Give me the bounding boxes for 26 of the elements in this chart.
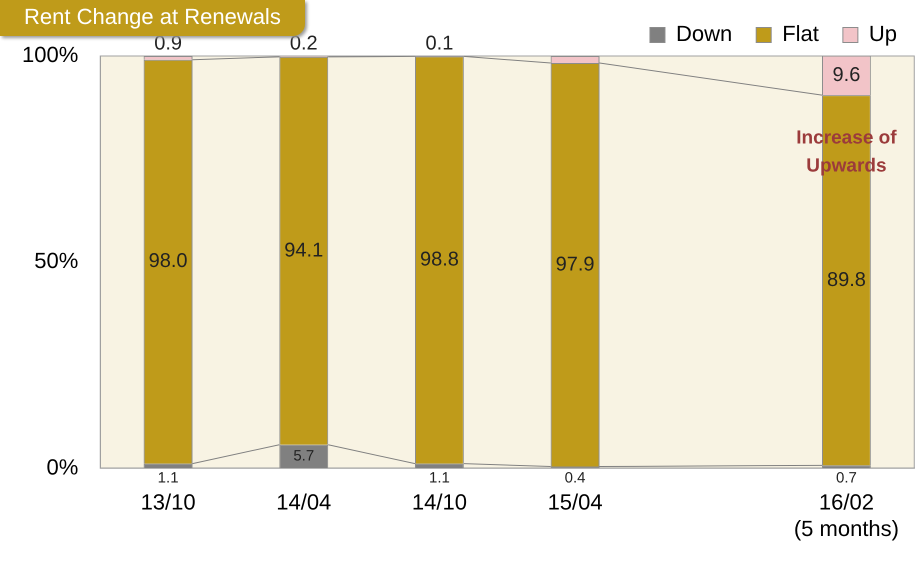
data-label: 0.1 bbox=[426, 32, 454, 55]
data-label: 0.2 bbox=[290, 32, 318, 55]
data-label: 94.1 bbox=[284, 239, 324, 262]
legend-label: Down bbox=[676, 21, 732, 46]
y-tick-label: 100% bbox=[22, 42, 78, 68]
data-label: 97.9 bbox=[556, 253, 595, 276]
x-tick-label: 16/02 (5 months) bbox=[794, 489, 900, 541]
data-label: 1.1 bbox=[429, 469, 450, 486]
x-tick-label: 14/04 bbox=[276, 489, 332, 514]
data-label: 89.8 bbox=[826, 268, 866, 291]
legend-label: Flat bbox=[782, 21, 819, 46]
chart-title: Rent Change at Renewals bbox=[24, 4, 281, 29]
data-label: 98.0 bbox=[148, 250, 188, 272]
data-label: 1.1 bbox=[158, 469, 179, 486]
data-label: 98.8 bbox=[420, 248, 459, 271]
legend-label: Up bbox=[868, 21, 897, 46]
data-label: 0.4 bbox=[564, 469, 586, 486]
x-tick-label: 13/10 bbox=[140, 489, 196, 514]
data-label: 0.7 bbox=[836, 469, 857, 486]
data-label: 9.6 bbox=[832, 64, 860, 86]
y-tick-label: 50% bbox=[34, 248, 78, 274]
x-tick-label: 14/10 bbox=[412, 489, 467, 514]
data-label: 0.9 bbox=[154, 32, 182, 55]
data-label: 5.7 bbox=[293, 448, 314, 465]
x-tick-label: 15/04 bbox=[548, 489, 603, 514]
y-tick-label: 0% bbox=[46, 454, 78, 480]
